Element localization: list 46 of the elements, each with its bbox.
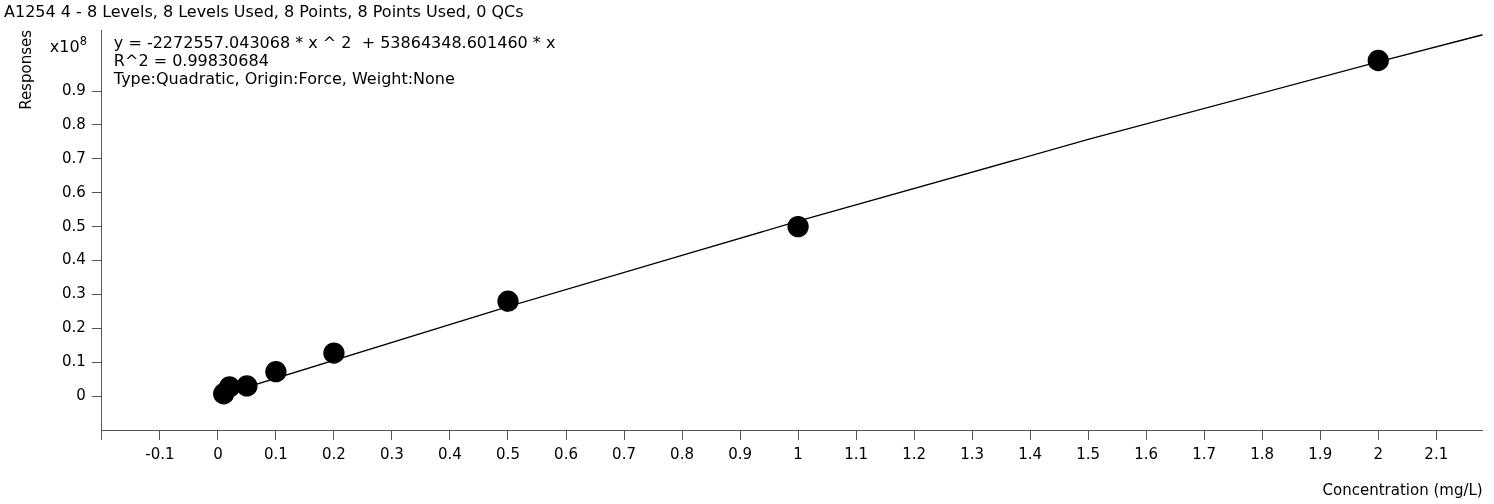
x-tick-label: 0.8 xyxy=(670,444,694,463)
x-tick-label: 1.5 xyxy=(1076,444,1101,463)
x-tick-label: 1.4 xyxy=(1018,444,1043,463)
chart-title: A1254 4 - 8 Levels, 8 Levels Used, 8 Points, 8 Points Used, 0 QCs xyxy=(4,2,524,21)
y-tick-label: 0.8 xyxy=(62,114,86,133)
annotation: y = -2272557.043068 * x ^ 2 + 53864348.601460 * x xyxy=(113,33,556,52)
x-tick-label: 0.2 xyxy=(322,444,346,463)
x-tick-label: 0.4 xyxy=(438,444,462,463)
x-tick-label: -0.1 xyxy=(145,444,175,463)
point xyxy=(1367,49,1389,72)
point xyxy=(218,376,241,398)
point xyxy=(236,375,258,397)
y-tick-label: 0.6 xyxy=(62,182,86,201)
y-tick-label: 0.2 xyxy=(62,318,86,337)
x-tick-label: 0.9 xyxy=(728,444,752,463)
y-tick-label: 0 xyxy=(76,385,86,404)
x-tick-label: 0.7 xyxy=(612,444,636,463)
x-tick-label: 0.1 xyxy=(263,444,288,463)
x-tick-label: 1.9 xyxy=(1308,444,1333,463)
point xyxy=(323,342,345,364)
annotation: R^2 = 0.99830684 xyxy=(113,51,269,70)
point xyxy=(265,361,287,383)
y-axis-title: Responses xyxy=(16,29,35,110)
y-tick-label: 0.7 xyxy=(62,148,86,167)
x-tick-label: 0 xyxy=(213,444,223,463)
x-tick-label: 1 xyxy=(793,444,803,463)
x-tick-label: 1.6 xyxy=(1134,444,1159,463)
x-tick-label: 1.8 xyxy=(1250,444,1275,463)
y-tick-label: 0.1 xyxy=(62,352,86,371)
x-tick-label: 0.3 xyxy=(380,444,404,463)
point xyxy=(497,290,519,312)
x-tick-label: 1.1 xyxy=(844,444,869,463)
y-tick-label: 0.4 xyxy=(62,250,86,269)
point xyxy=(787,215,809,238)
x-axis-title: Concentration (mg/L) xyxy=(1322,480,1483,499)
x-tick-label: 1.3 xyxy=(960,444,985,463)
x-tick-label: 2 xyxy=(1373,444,1384,463)
annotation: Type:Quadratic, Origin:Force, Weight:None xyxy=(112,69,455,88)
x-tick-label: 0.6 xyxy=(554,444,578,463)
x-tick-label: 0.5 xyxy=(496,444,520,463)
x-tick-label: 2.1 xyxy=(1424,444,1449,463)
x-tick-label: 1.2 xyxy=(902,444,927,463)
x-tick-label: 1.7 xyxy=(1192,444,1217,463)
y-tick-label: 0.3 xyxy=(62,284,86,303)
y-tick-label: 0.5 xyxy=(62,216,86,235)
y-tick-label: 0.9 xyxy=(62,80,86,99)
